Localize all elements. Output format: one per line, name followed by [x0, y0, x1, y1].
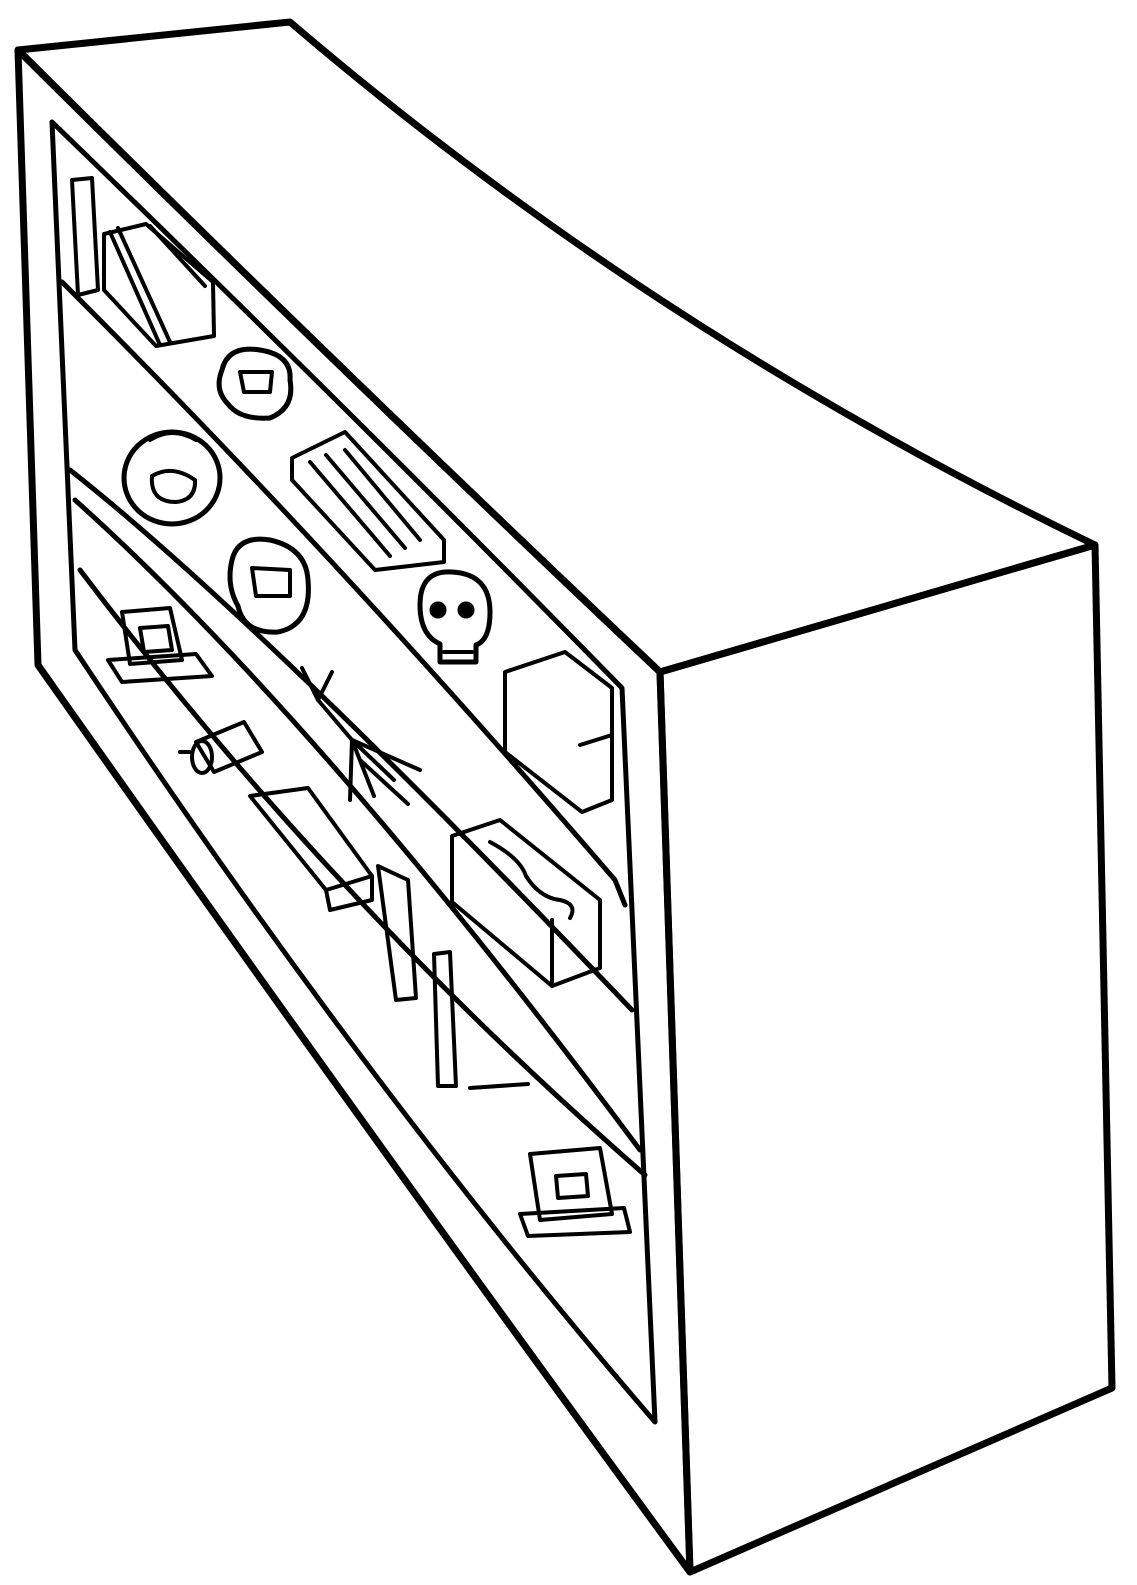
shelf-3: [72, 497, 643, 1153]
plain-box: [503, 650, 614, 814]
books-top-shelf: [70, 176, 216, 348]
jar-top: [216, 346, 294, 421]
cabinet-front-outer: [14, 46, 694, 1576]
jar-middle: [227, 536, 311, 635]
jar-round: [121, 429, 223, 527]
books-middle: [290, 430, 446, 572]
cabinet-side: [656, 541, 1116, 1576]
cylinder-object: [178, 720, 264, 775]
snake-box: [450, 818, 602, 988]
shelf-2: [67, 467, 635, 1013]
squid-specimen: [300, 666, 422, 806]
cabinet-body: [14, 18, 1116, 1576]
standing-boards: [376, 864, 530, 1090]
skull: [417, 569, 493, 665]
framed-picture-left: [106, 606, 214, 684]
lying-book: [248, 786, 374, 912]
shelf-1: [59, 279, 628, 908]
cabinet-front-inner-frame: [49, 119, 658, 1425]
framed-picture-right: [518, 1146, 632, 1238]
